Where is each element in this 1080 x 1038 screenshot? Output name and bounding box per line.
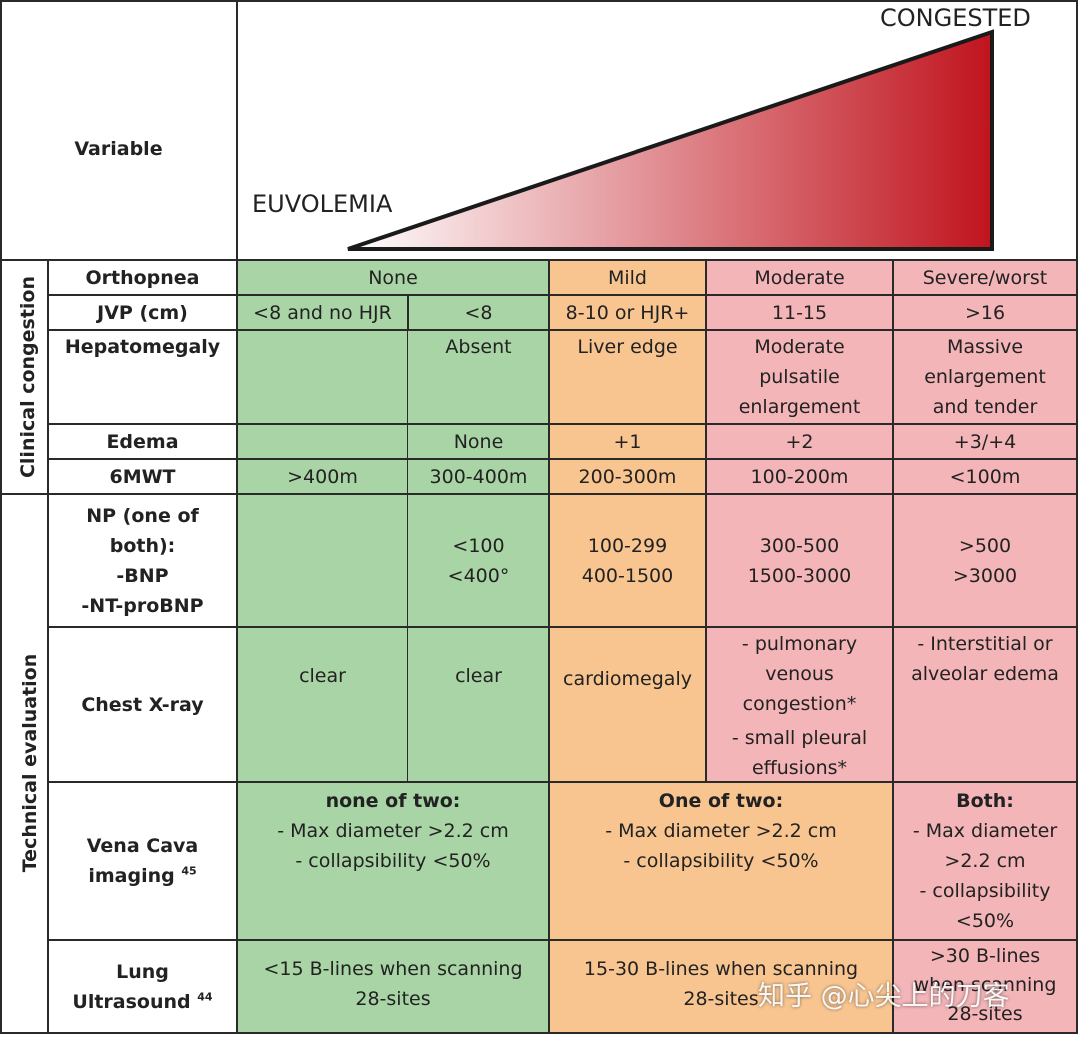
np-c2: <100 <400° xyxy=(408,494,549,627)
row-label-np: NP (one of both): -BNP -NT-proBNP xyxy=(48,494,237,627)
sixmwt-c2: 300-400m xyxy=(408,459,549,494)
vena-ref: 45 xyxy=(181,864,197,878)
lung-ref: 44 xyxy=(197,990,213,1004)
jvp-c3: 8-10 or HJR+ xyxy=(549,295,706,330)
sixmwt-c3: 200-300m xyxy=(549,459,706,494)
orthopnea-moderate: Moderate xyxy=(706,260,893,295)
np-c5: >500 >3000 xyxy=(893,494,1077,627)
congested-label: CONGESTED xyxy=(880,4,1031,32)
hepatomegaly-c2: Absent xyxy=(408,330,549,424)
section-technical-evaluation: Technical evaluation xyxy=(19,653,41,873)
np-c1 xyxy=(237,494,408,627)
chest-c1: clear xyxy=(237,627,408,782)
edema-c4: +2 xyxy=(706,424,893,459)
chest-c5: - Interstitial or alveolar edema xyxy=(893,627,1077,782)
row-label-edema: Edema xyxy=(48,424,237,459)
lung-less-15: <15 B-lines when scanning 28-sites xyxy=(237,940,549,1033)
hepatomegaly-c1 xyxy=(237,330,408,424)
row-label-hepatomegaly: Hepatomegaly xyxy=(48,330,237,424)
chest-c4: - pulmonary venous congestion* - small ple… xyxy=(706,627,893,782)
orthopnea-mild: Mild xyxy=(549,260,706,295)
chest-c2: clear xyxy=(408,627,549,782)
chest-c3: cardiomegaly xyxy=(549,627,706,782)
sixmwt-c1: >400m xyxy=(237,459,408,494)
edema-c1 xyxy=(237,424,408,459)
row-label-vena-cava: Vena Cava imaging 45 xyxy=(48,782,237,940)
jvp-c4: 11-15 xyxy=(706,295,893,330)
jvp-c5: >16 xyxy=(893,295,1077,330)
lung-15-30: 15-30 B-lines when scanning 28-sites xyxy=(549,940,893,1033)
row-label-chest-xray: Chest X-ray xyxy=(48,627,237,782)
np-c4: 300-500 1500-3000 xyxy=(706,494,893,627)
vena-both: Both: - Max diameter >2.2 cm - collapsibili… xyxy=(893,782,1077,940)
row-label-orthopnea: Orthopnea xyxy=(48,260,237,295)
hepatomegaly-c5: Massive enlargement and tender xyxy=(893,330,1077,424)
hepatomegaly-c3: Liver edge xyxy=(549,330,706,424)
edema-c3: +1 xyxy=(549,424,706,459)
sixmwt-c5: <100m xyxy=(893,459,1077,494)
section-clinical-congestion: Clinical congestion xyxy=(17,275,39,479)
jvp-c2: <8 xyxy=(408,295,549,330)
np-c3: 100-299 400-1500 xyxy=(549,494,706,627)
hepatomegaly-c4: Moderate pulsatile enlargement xyxy=(706,330,893,424)
euvolemia-label: EUVOLEMIA xyxy=(252,190,393,218)
orthopnea-none: None xyxy=(237,260,549,295)
row-label-lung-ultrasound: Lung Ultrasound 44 xyxy=(48,940,237,1033)
vena-none-of-two: none of two: - Max diameter >2.2 cm - coll… xyxy=(237,782,549,940)
edema-c2: None xyxy=(408,424,549,459)
sixmwt-c4: 100-200m xyxy=(706,459,893,494)
edema-c5: +3/+4 xyxy=(893,424,1077,459)
orthopnea-severe: Severe/worst xyxy=(893,260,1077,295)
watermark: 知乎 @心尖上的刀客 xyxy=(758,981,1010,1012)
vena-one-of-two: One of two: - Max diameter >2.2 cm - colla… xyxy=(549,782,893,940)
row-label-jvp: JVP (cm) xyxy=(48,295,237,330)
congestion-gradient-wedge xyxy=(347,29,994,251)
variable-header: Variable xyxy=(74,138,163,160)
row-label-6mwt: 6MWT xyxy=(48,459,237,494)
lung-more-30: >30 B-lines when scanning 28-sites xyxy=(893,940,1077,1033)
jvp-c1: <8 and no HJR xyxy=(237,295,408,330)
